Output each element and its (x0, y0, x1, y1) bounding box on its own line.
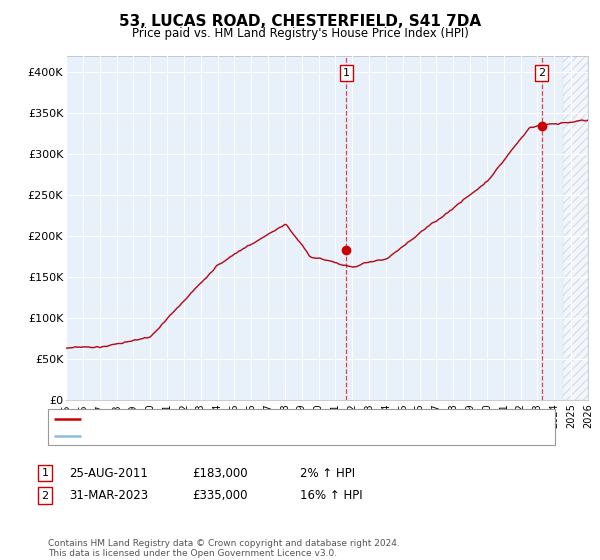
Text: £335,000: £335,000 (192, 489, 248, 502)
Text: 1: 1 (343, 68, 350, 78)
Text: 31-MAR-2023: 31-MAR-2023 (69, 489, 148, 502)
Text: 16% ↑ HPI: 16% ↑ HPI (300, 489, 362, 502)
Text: 1: 1 (41, 468, 49, 478)
Text: 2: 2 (41, 491, 49, 501)
Text: 2% ↑ HPI: 2% ↑ HPI (300, 466, 355, 480)
Text: Price paid vs. HM Land Registry's House Price Index (HPI): Price paid vs. HM Land Registry's House … (131, 27, 469, 40)
Text: HPI: Average price, detached house, Chesterfield: HPI: Average price, detached house, Ches… (87, 431, 343, 441)
Text: 53, LUCAS ROAD, CHESTERFIELD, S41 7DA (detached house): 53, LUCAS ROAD, CHESTERFIELD, S41 7DA (d… (87, 414, 404, 424)
Text: Contains HM Land Registry data © Crown copyright and database right 2024.
This d: Contains HM Land Registry data © Crown c… (48, 539, 400, 558)
Text: 2: 2 (538, 68, 545, 78)
Text: £183,000: £183,000 (192, 466, 248, 480)
Bar (563, 56, 588, 400)
Text: 53, LUCAS ROAD, CHESTERFIELD, S41 7DA: 53, LUCAS ROAD, CHESTERFIELD, S41 7DA (119, 14, 481, 29)
Text: 25-AUG-2011: 25-AUG-2011 (69, 466, 148, 480)
